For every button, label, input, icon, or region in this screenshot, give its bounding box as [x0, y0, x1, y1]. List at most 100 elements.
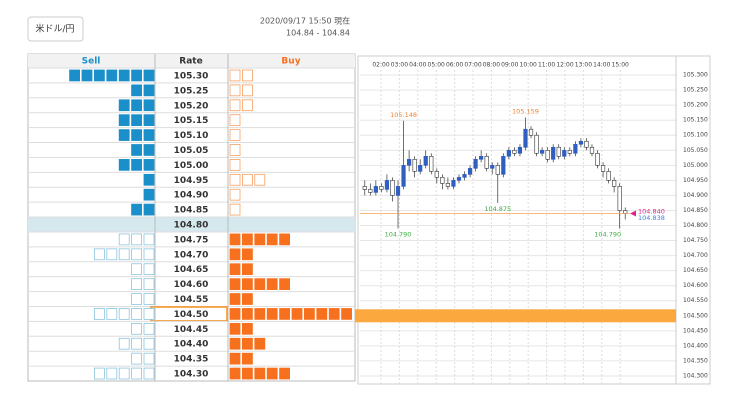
buy-box	[229, 188, 241, 201]
buy-box	[229, 308, 241, 320]
candle-body	[451, 180, 456, 187]
candle-body	[490, 165, 495, 169]
x-tick-label: 14:00	[593, 62, 610, 69]
rate: 104.55	[174, 295, 209, 305]
buy-box	[341, 308, 353, 320]
rate: 104.35	[174, 355, 209, 365]
pair-button[interactable]	[27, 16, 84, 42]
candle-body	[567, 149, 572, 154]
sell-box	[106, 367, 118, 380]
rate-header: Rate	[179, 57, 202, 67]
sell-box	[143, 233, 155, 246]
sell-box	[131, 337, 143, 350]
rate: 104.95	[174, 176, 209, 186]
buy-box	[229, 144, 241, 156]
price-range: 104.84 - 104.84	[286, 29, 350, 38]
candle-body	[523, 128, 528, 148]
buy-box	[229, 293, 241, 305]
rate: 104.65	[174, 265, 209, 275]
sell-box	[143, 188, 155, 201]
candle-body	[506, 149, 511, 157]
candle-body	[484, 156, 489, 169]
candle-body	[384, 180, 390, 190]
buy-box	[241, 248, 253, 261]
rate: 105.10	[174, 131, 209, 141]
buy-box	[229, 263, 241, 276]
y-tick-label: 104.500	[683, 312, 708, 319]
sell-box	[118, 233, 130, 246]
rate: 104.45	[174, 325, 209, 335]
buy-box	[241, 278, 253, 290]
ask-label: 104.840	[638, 207, 665, 215]
sell-box	[143, 99, 155, 112]
buy-box	[229, 173, 241, 186]
buy-box	[241, 337, 253, 350]
sell-box	[131, 278, 143, 290]
sell-header: Sell	[82, 57, 101, 67]
buy-box	[229, 114, 241, 127]
candle-body	[578, 140, 583, 145]
sell-box	[131, 233, 143, 246]
sell-box	[69, 69, 80, 82]
buy-box	[254, 337, 266, 350]
ask-pointer	[630, 210, 636, 217]
rate: 104.70	[174, 250, 209, 260]
sell-box	[118, 99, 130, 112]
candle-body	[512, 149, 517, 154]
candle-body	[473, 159, 478, 169]
buy-box	[229, 322, 241, 335]
candle-body	[440, 177, 445, 184]
sell-box	[143, 308, 155, 320]
candle-body	[407, 159, 412, 166]
rate: 104.50	[174, 310, 209, 320]
y-tick-label: 105.250	[683, 87, 708, 94]
pair-label[interactable]: 米ドル/円	[35, 23, 74, 35]
y-tick-label: 104.900	[683, 192, 708, 199]
sell-box	[143, 367, 155, 380]
buy-box	[266, 233, 278, 246]
candle-body	[373, 186, 378, 193]
buy-box	[254, 173, 266, 186]
sell-box	[143, 337, 155, 350]
y-tick-label: 104.550	[683, 297, 708, 304]
sell-box	[143, 322, 155, 335]
buy-box	[254, 278, 266, 290]
sell-box	[118, 337, 130, 350]
candle-body	[501, 156, 506, 175]
buy-box	[279, 233, 291, 246]
price-annotation: 105.159	[512, 107, 539, 115]
buy-box	[241, 69, 253, 82]
candle-body	[617, 186, 622, 211]
candle-body	[412, 159, 417, 172]
rate: 104.60	[174, 280, 209, 290]
price-annotation: 104.790	[594, 231, 621, 239]
buy-box	[229, 69, 241, 82]
buy-box	[254, 308, 266, 320]
sell-box	[118, 129, 130, 141]
candle-body	[379, 186, 384, 190]
y-tick-label: 104.750	[683, 237, 708, 244]
buy-box	[266, 367, 278, 380]
sell-box	[131, 322, 143, 335]
y-tick-label: 104.300	[683, 372, 708, 379]
sell-box	[118, 69, 130, 82]
sell-box	[143, 352, 155, 365]
buy-box	[229, 337, 241, 350]
rate: 104.90	[174, 191, 209, 201]
candle-body	[395, 186, 401, 196]
candle-body	[418, 165, 423, 172]
sell-box	[131, 144, 143, 156]
candle-body	[479, 156, 484, 160]
sell-box	[131, 308, 143, 320]
candle-body	[612, 180, 617, 187]
y-tick-label: 104.400	[683, 342, 708, 349]
rate: 104.75	[174, 235, 209, 245]
candle-body	[551, 146, 556, 160]
sell-box	[143, 69, 155, 82]
sell-box	[131, 352, 143, 365]
chart-frame	[357, 55, 711, 385]
buy-box	[241, 293, 253, 305]
x-tick-label: 06:00	[446, 62, 463, 69]
sell-box	[106, 248, 118, 261]
buy-box	[229, 129, 241, 141]
